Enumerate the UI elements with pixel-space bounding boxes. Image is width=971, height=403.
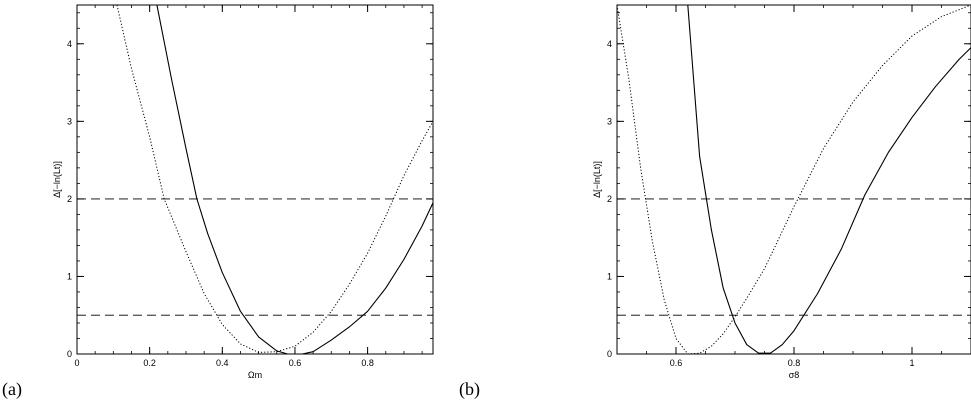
x-tick-label: 0.4 xyxy=(216,358,229,368)
y-tick-label: 4 xyxy=(67,39,72,49)
y-axis-label: Δ[−ln(Lt)] xyxy=(592,161,602,198)
x-tick-label: 0 xyxy=(74,358,79,368)
series-line-dotted xyxy=(116,5,433,353)
panel-label-b: (b) xyxy=(459,379,480,399)
x-axis-label: σ8 xyxy=(789,370,800,380)
y-tick-label: 2 xyxy=(607,194,612,204)
y-tick-label: 1 xyxy=(67,271,72,281)
y-tick-label: 4 xyxy=(607,39,612,49)
chart-panel-b: 0.6 0.8 1 0 1 2 3 4 σ8 Δ[−ln(Lt)] xyxy=(592,4,971,380)
y-axis-label: Δ[−ln(Lt)] xyxy=(52,161,62,198)
plot-frame xyxy=(76,4,434,355)
series-line-solid xyxy=(156,5,433,354)
y-tick-label: 3 xyxy=(67,116,72,126)
x-tick-label: 0.6 xyxy=(289,358,302,368)
x-tick-label: 1 xyxy=(909,358,914,368)
x-tick-label: 0.2 xyxy=(143,358,156,368)
x-axis-label: Ωm xyxy=(248,370,262,380)
chart-panel-a: 0 0.2 0.4 0.6 0.8 0 1 2 3 4 Ωm Δ[−ln(Lt)] xyxy=(52,4,434,380)
panel-label-a: (a) xyxy=(2,379,22,399)
x-tick-label: 0.8 xyxy=(361,358,374,368)
y-tick-label: 1 xyxy=(607,271,612,281)
y-tick-label: 3 xyxy=(607,116,612,126)
y-tick-label: 0 xyxy=(67,349,72,359)
y-tick-label: 0 xyxy=(607,349,612,359)
plot-frame xyxy=(616,4,971,355)
y-tick-label: 2 xyxy=(67,194,72,204)
x-tick-label: 0.8 xyxy=(788,358,801,368)
series-line-solid xyxy=(687,5,971,354)
series-line-dotted xyxy=(617,5,971,354)
x-tick-label: 0.6 xyxy=(670,358,683,368)
